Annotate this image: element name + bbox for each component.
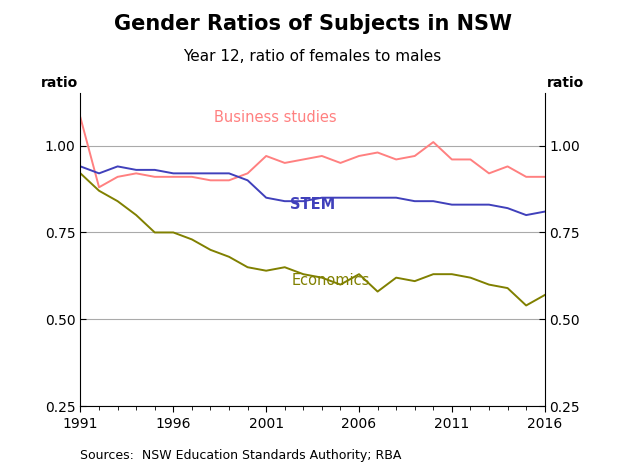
Text: Year 12, ratio of females to males: Year 12, ratio of females to males bbox=[183, 49, 442, 64]
Text: ratio: ratio bbox=[41, 76, 78, 90]
Text: Economics: Economics bbox=[292, 273, 370, 288]
Text: ratio: ratio bbox=[547, 76, 584, 90]
Text: Sources:  NSW Education Standards Authority; RBA: Sources: NSW Education Standards Authori… bbox=[80, 449, 402, 462]
Text: Business studies: Business studies bbox=[214, 110, 337, 125]
Text: STEM: STEM bbox=[290, 197, 335, 212]
Text: Gender Ratios of Subjects in NSW: Gender Ratios of Subjects in NSW bbox=[114, 14, 511, 34]
